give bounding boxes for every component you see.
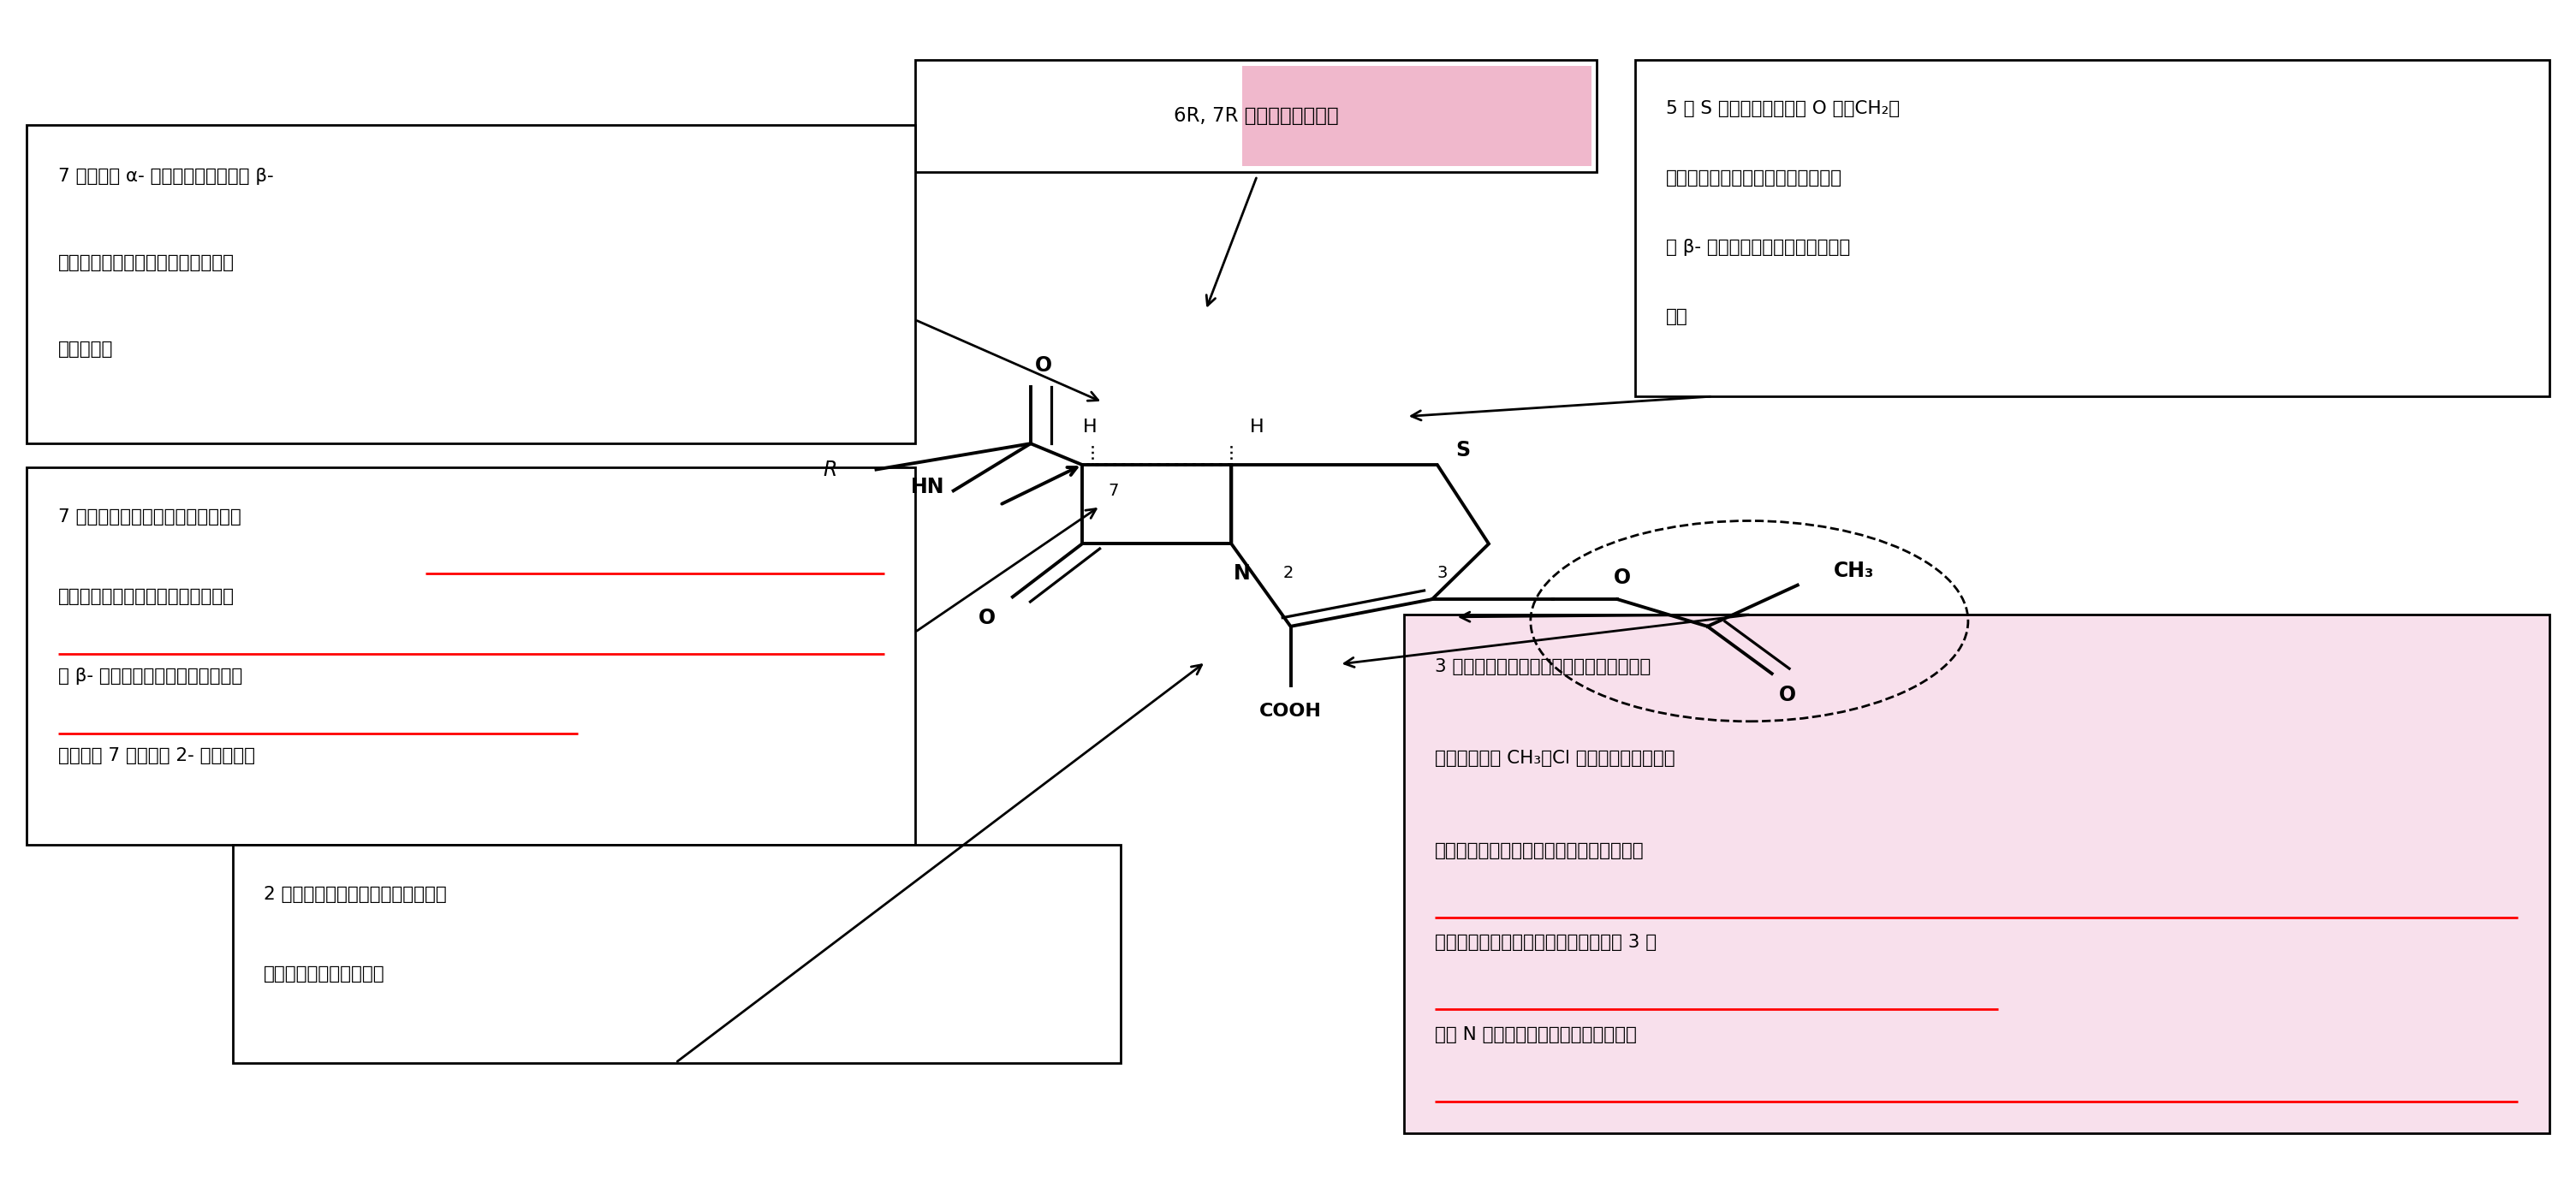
Text: 7 位酰胺侧链改造，可扩大抗菌谱和: 7 位酰胺侧链改造，可扩大抗菌谱和: [57, 508, 240, 526]
FancyBboxPatch shape: [26, 467, 914, 845]
Text: 提高作用强度，经结构修饰，可增加: 提高作用强度，经结构修饰，可增加: [57, 589, 234, 605]
Text: 提高活性。用 CH₃、Cl 以及四唑杂环取代乙: 提高活性。用 CH₃、Cl 以及四唑杂环取代乙: [1435, 749, 1674, 767]
Text: N: N: [1234, 563, 1249, 584]
Text: CH₃: CH₃: [1834, 560, 1875, 582]
FancyBboxPatch shape: [914, 60, 1597, 173]
Text: 7 位原子用 α- 甲氧基取代可增加对 β-: 7 位原子用 α- 甲氧基取代可增加对 β-: [57, 168, 273, 184]
Text: 性质，并增强抗菌活性。第四代药物的 3 位: 性质，并增强抗菌活性。第四代药物的 3 位: [1435, 934, 1656, 952]
Text: H: H: [1082, 418, 1097, 436]
Text: 酰氧甲基，可使代谢稳定，改善药代动力学: 酰氧甲基，可使代谢稳定，改善药代动力学: [1435, 842, 1643, 859]
Text: R: R: [822, 460, 837, 480]
Text: H: H: [1249, 418, 1265, 436]
Text: O: O: [1777, 684, 1795, 706]
Text: 是含 N 的季铵，增强对细胞的穿透能力: 是含 N 的季铵，增强对细胞的穿透能力: [1435, 1026, 1636, 1043]
Text: 替代，不降低抗菌活性，得到非经典: 替代，不降低抗菌活性，得到非经典: [1667, 169, 1842, 187]
Text: 的抗菌活性: 的抗菌活性: [57, 340, 113, 358]
Text: 对 β- 内酰胺酶的稳定性。第三代及: 对 β- 内酰胺酶的稳定性。第三代及: [57, 668, 242, 684]
FancyBboxPatch shape: [1636, 60, 2550, 396]
Text: 7: 7: [1108, 482, 1118, 499]
Text: 2 位羧基是活性必需基团，可酯化修: 2 位羧基是活性必需基团，可酯化修: [263, 886, 446, 903]
Text: 第四代在 7 位均含有 2- 氨基噻唑环: 第四代在 7 位均含有 2- 氨基噻唑环: [57, 747, 255, 765]
FancyBboxPatch shape: [1242, 66, 1592, 167]
Text: 饰成前药，延长作用时间: 饰成前药，延长作用时间: [263, 966, 384, 982]
Text: 3 位取代基改造，可影响药代动力学性质并: 3 位取代基改造，可影响药代动力学性质并: [1435, 658, 1651, 675]
Text: 3: 3: [1437, 565, 1448, 582]
FancyBboxPatch shape: [26, 125, 914, 443]
Text: COOH: COOH: [1260, 703, 1321, 720]
Text: 6R, 7R 的构型为活性必需: 6R, 7R 的构型为活性必需: [1172, 106, 1340, 126]
Text: 5 位 S 用生物电子等排体 O 或－CH₂－: 5 位 S 用生物电子等排体 O 或－CH₂－: [1667, 100, 1901, 117]
Text: O: O: [979, 608, 994, 629]
Text: 2: 2: [1283, 565, 1293, 582]
Text: 的 β- 内酰胺药物，多数属于第三代: 的 β- 内酰胺药物，多数属于第三代: [1667, 239, 1850, 255]
Text: S: S: [1455, 441, 1471, 461]
Text: 药物: 药物: [1667, 309, 1687, 325]
Text: O: O: [1036, 356, 1051, 376]
Text: O: O: [1615, 567, 1631, 589]
Text: HN: HN: [912, 476, 945, 498]
Text: 内酰胺酶的稳定性，并增强对厌氧菌: 内酰胺酶的稳定性，并增强对厌氧菌: [57, 254, 234, 271]
FancyBboxPatch shape: [232, 845, 1121, 1063]
FancyBboxPatch shape: [1404, 615, 2550, 1134]
